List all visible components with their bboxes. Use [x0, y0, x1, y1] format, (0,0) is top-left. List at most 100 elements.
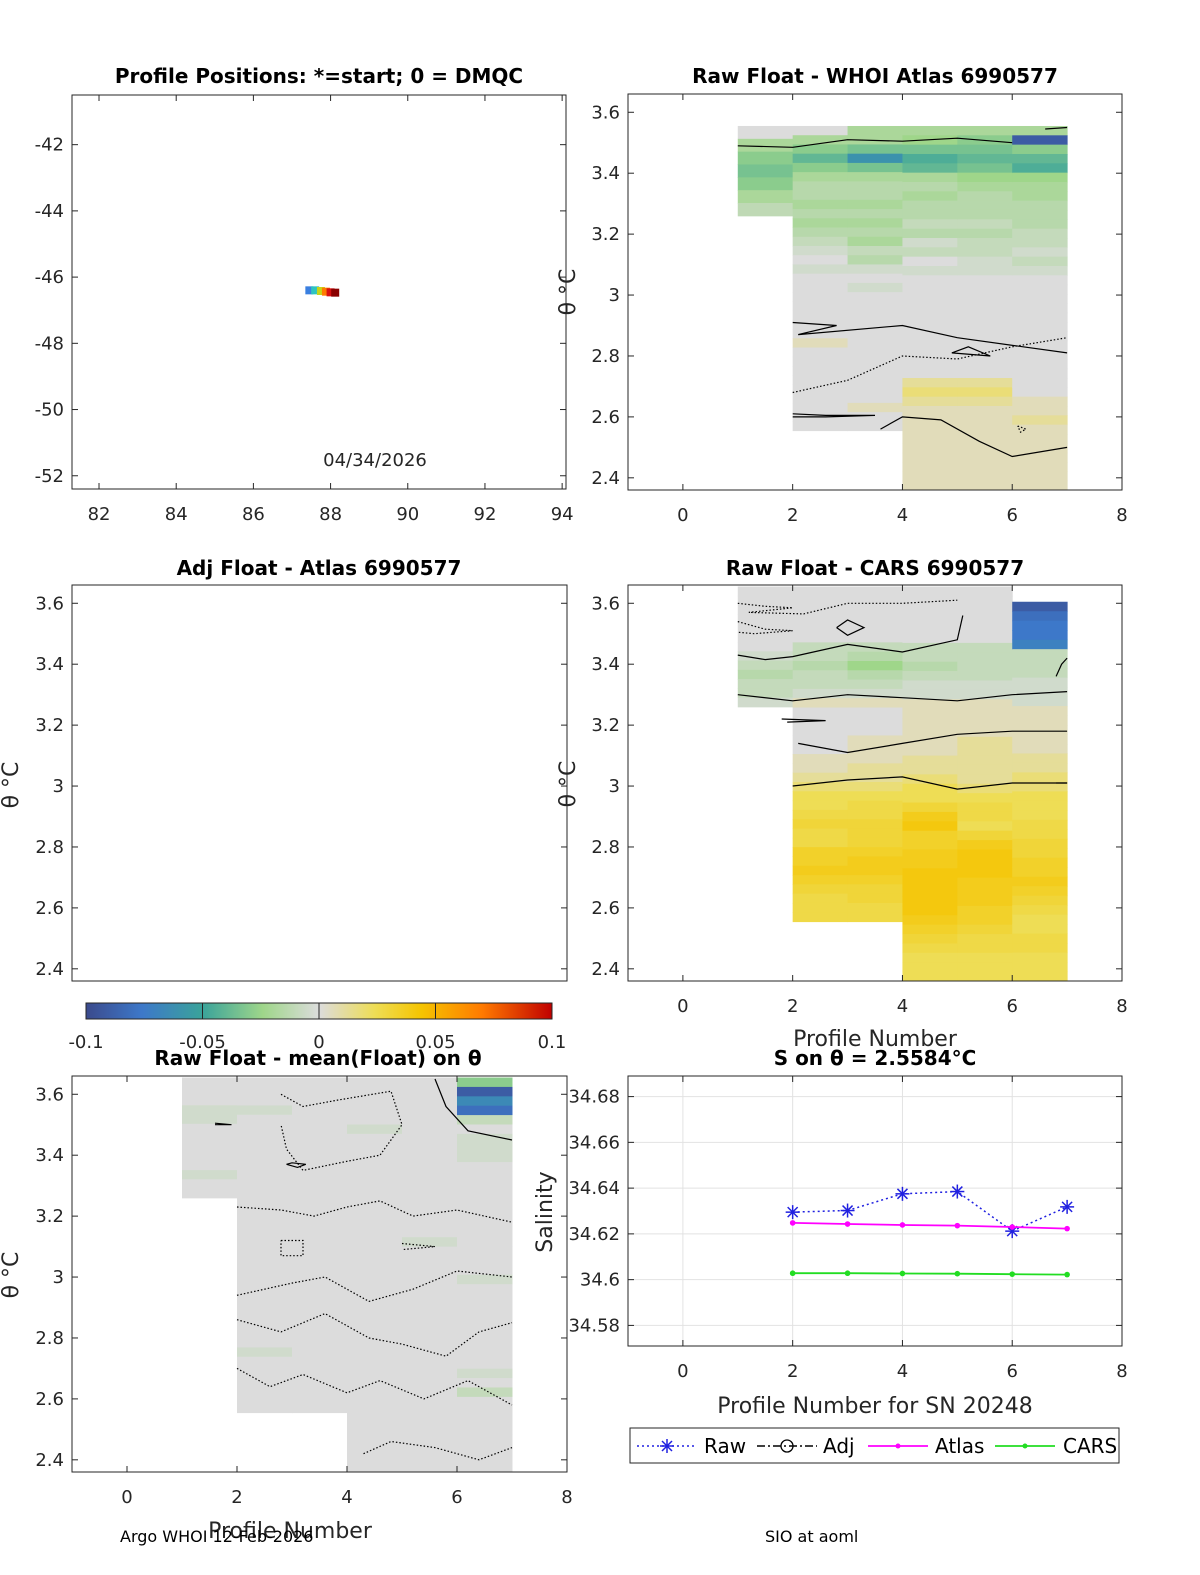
raw-mean-cell: [457, 1387, 513, 1398]
raw-mean-cell: [237, 1105, 293, 1116]
raw-cars-cell: [792, 809, 849, 820]
raw-atlas-ytick-label: 3: [609, 285, 620, 306]
raw-mean-cell: [457, 1171, 513, 1182]
raw-cars-cell: [902, 605, 958, 616]
series-atlas-point: [844, 1221, 851, 1227]
raw-cars-cell: [1012, 952, 1068, 963]
raw-atlas-cell: [902, 219, 958, 230]
raw-mean-cell: [457, 1133, 513, 1144]
positions-xtick-label: 94: [551, 504, 574, 525]
raw-atlas-cell: [847, 412, 903, 422]
raw-mean-cell: [347, 1171, 403, 1182]
raw-atlas-cell: [1012, 219, 1068, 230]
raw-atlas-cell: [1012, 321, 1068, 332]
raw-atlas-title: Raw Float - WHOI Atlas 6990577: [692, 64, 1058, 88]
raw-cars-cell: [957, 652, 1013, 663]
series-cars-point: [844, 1270, 851, 1277]
legend-item-raw: Raw: [637, 1434, 746, 1458]
raw-mean-cell: [237, 1245, 293, 1255]
raw-atlas-cell: [902, 303, 958, 314]
position-point: [316, 287, 325, 296]
raw-atlas-cell: [792, 153, 849, 164]
positions-axes-box: [71, 94, 567, 490]
raw-mean-cell: [347, 1331, 403, 1342]
raw-mean-cell: [457, 1237, 513, 1248]
raw-atlas-cell: [902, 471, 958, 482]
raw-atlas-cell: [847, 153, 903, 164]
raw-cars-cell: [957, 633, 1013, 644]
raw-cars-cell: [957, 934, 1013, 944]
raw-cars-cell: [957, 924, 1013, 935]
raw-cars-title: Raw Float - CARS 6990577: [726, 556, 1024, 580]
raw-atlas-cell: [792, 162, 849, 173]
raw-atlas-contour: [1017, 425, 1028, 433]
raw-atlas-cell: [957, 424, 1013, 435]
raw-mean-cell: [237, 1310, 293, 1321]
raw-mean-cell: [292, 1105, 348, 1116]
raw-cars-cell: [902, 614, 958, 625]
raw-mean-cell: [292, 1077, 348, 1088]
raw-atlas-cell: [902, 359, 958, 370]
raw-atlas-cell: [1012, 312, 1068, 323]
raw-cars-contour: [781, 718, 826, 723]
raw-cars-cell: [847, 865, 903, 876]
raw-mean-cell: [457, 1349, 513, 1360]
raw-atlas-cell: [1012, 452, 1068, 463]
raw-cars-cell: [902, 774, 958, 785]
raw-mean-cell: [182, 1096, 238, 1106]
raw-mean-cell: [347, 1434, 403, 1445]
salinity-ylabel: Salinity: [533, 1171, 558, 1252]
raw-atlas-cell: [1012, 471, 1068, 482]
raw-cars-cell: [957, 699, 1013, 710]
raw-cars-cell: [957, 689, 1013, 700]
raw-cars-cell: [1012, 630, 1068, 641]
raw-mean-cell: [292, 1310, 348, 1321]
raw-cars-cell: [902, 689, 958, 700]
raw-cars-cell: [902, 671, 958, 681]
raw-cars-cell: [902, 934, 958, 944]
raw-atlas-cell: [847, 421, 903, 432]
raw-mean-cell: [182, 1114, 238, 1125]
raw-mean-plot-area: 0 2 4 6 8 2.4 2.6 2.8 3 3.2 3.4 3.6: [35, 1075, 573, 1508]
raw-mean-cell: [292, 1142, 348, 1153]
raw-cars-cell: [792, 828, 849, 839]
raw-mean-cell: [457, 1096, 513, 1107]
raw-cars-cell: [792, 902, 849, 913]
raw-atlas-cell: [792, 421, 849, 432]
raw-cars-cell: [737, 605, 794, 615]
raw-cars-cell: [957, 896, 1013, 907]
series-atlas-point: [789, 1220, 796, 1226]
legend-cars-label: CARS: [1063, 1434, 1117, 1458]
raw-atlas-cell: [957, 172, 1013, 183]
raw-atlas-cell: [792, 329, 849, 339]
raw-atlas-cell: [1012, 135, 1068, 146]
raw-cars-cell: [847, 670, 903, 681]
positions-ytick-label: -50: [35, 400, 64, 421]
raw-cars-cell: [847, 809, 903, 820]
raw-mean-cell: [457, 1265, 513, 1276]
raw-cars-cell: [957, 905, 1013, 916]
raw-cars-cell: [737, 679, 794, 689]
raw-mean-cell: [347, 1265, 403, 1276]
raw-cars-cell: [1012, 772, 1068, 783]
adj-atlas-axes-bg: [72, 585, 567, 981]
raw-mean-contour: [236, 1312, 513, 1357]
raw-atlas-cell: [957, 461, 1013, 472]
raw-atlas-cell: [1012, 461, 1068, 472]
raw-atlas-cell: [1012, 433, 1068, 444]
raw-mean-cell: [347, 1387, 403, 1398]
raw-atlas-cell: [1012, 284, 1068, 295]
raw-atlas-cell: [792, 393, 849, 404]
raw-cars-cell: [957, 774, 1013, 785]
series-atlas-line: [792, 1222, 1068, 1230]
raw-cars-cell: [847, 735, 903, 746]
panel-positions: Profile Positions: *=start; 0 = DMQC 82 8…: [35, 64, 574, 525]
raw-mean-contour: [280, 1090, 403, 1172]
raw-mean-cell: [402, 1443, 458, 1454]
raw-atlas-cell: [1012, 191, 1068, 202]
raw-mean-cell: [237, 1077, 293, 1088]
series-raw-line: [792, 1190, 1068, 1232]
raw-cars-cell: [957, 680, 1013, 691]
raw-cars-cell: [1012, 867, 1068, 878]
raw-mean-cell: [347, 1105, 403, 1116]
